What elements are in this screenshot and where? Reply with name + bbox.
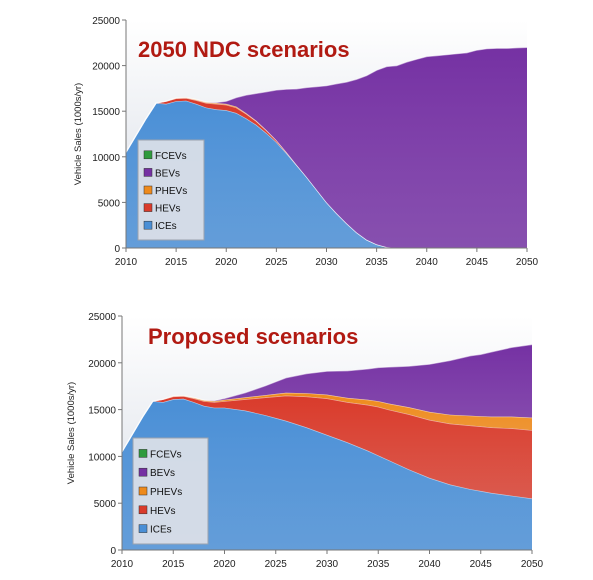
area-edge-bevs <box>121 343 533 453</box>
area-hevs <box>122 395 532 499</box>
x-tick-label: 2045 <box>466 257 489 268</box>
x-tick-label: 2045 <box>470 559 493 570</box>
x-tick-label: 2015 <box>162 559 185 570</box>
legend-swatch-hevs <box>143 203 153 212</box>
x-tick-label: 2040 <box>416 257 439 268</box>
legend-swatch-fcevs <box>143 150 153 160</box>
legend-label-phevs: PHEVs <box>155 186 187 197</box>
x-tick-label: 2010 <box>115 257 138 268</box>
x-tick-label: 2030 <box>315 257 338 268</box>
area-bevs <box>126 47 527 249</box>
legend-swatch-bevs <box>143 168 153 177</box>
y-tick-label: 25000 <box>88 312 116 323</box>
legend-label-ices: ICEs <box>150 525 172 536</box>
y-axis-label: Vehicle Sales (1000s/yr) <box>73 83 84 185</box>
x-tick-label: 2050 <box>516 257 539 268</box>
y-tick-label: 15000 <box>92 107 120 118</box>
legend-label-hevs: HEVs <box>155 204 181 215</box>
area-bevs <box>122 344 532 452</box>
area-ices <box>122 398 532 550</box>
x-tick-label: 2015 <box>165 257 188 268</box>
ndc-scenarios-chart: 0 5000 10000 15000 20000 25000 2010 2015 2020 202… <box>73 16 539 268</box>
legend-swatch-ices <box>138 524 148 533</box>
y-tick-label: 15000 <box>88 406 116 417</box>
y-tick-label: 25000 <box>92 16 120 27</box>
y-tick-label: 0 <box>114 244 120 255</box>
area-ices <box>126 100 527 248</box>
x-tick-label: 2030 <box>316 559 339 570</box>
y-axis-label: Vehicle Sales (1000s/yr) <box>66 382 77 484</box>
legend-swatch-bevs <box>138 467 148 477</box>
y-tick-label: 20000 <box>92 62 120 73</box>
legend-label-bevs: BEVs <box>155 168 180 179</box>
legend-swatch-phevs <box>143 185 153 195</box>
legend-swatch-ices <box>143 220 153 230</box>
x-tick-label: 2025 <box>265 559 288 570</box>
legend-label-phevs: PHEVs <box>150 487 182 498</box>
legend-swatch-hevs <box>138 505 148 515</box>
x-tick-label: 2010 <box>111 559 134 570</box>
legend-label-fcevs: FCEVs <box>155 151 187 162</box>
legend-label-hevs: HEVs <box>150 506 176 517</box>
x-tick-label: 2050 <box>521 559 544 570</box>
x-tick-label: 2035 <box>366 257 389 268</box>
legend-label-fcevs: FCEVs <box>150 449 182 460</box>
legend-swatch-phevs <box>138 486 148 496</box>
legend-label-bevs: BEVs <box>150 468 175 479</box>
chart-title: 2050 NDC scenarios <box>138 37 350 62</box>
y-tick-label: 5000 <box>98 198 121 209</box>
y-tick-label: 5000 <box>94 499 117 510</box>
chart-title: Proposed scenarios <box>148 324 358 349</box>
x-tick-label: 2040 <box>418 559 441 570</box>
proposed-scenarios-chart: 0 5000 10000 15000 20000 25000 2010 2015 2020 202… <box>66 312 544 570</box>
y-tick-label: 0 <box>110 546 116 557</box>
x-tick-label: 2025 <box>265 257 288 268</box>
y-tick-label: 10000 <box>88 452 116 463</box>
y-tick-label: 20000 <box>88 359 116 370</box>
x-tick-label: 2035 <box>367 559 390 570</box>
area-edge-bevs <box>125 46 528 153</box>
legend-swatch-fcevs <box>138 449 148 458</box>
area-phevs <box>122 392 532 452</box>
y-tick-label: 10000 <box>92 153 120 164</box>
legend-label-ices: ICEs <box>155 221 177 232</box>
x-tick-label: 2020 <box>213 559 236 570</box>
x-tick-label: 2020 <box>215 257 238 268</box>
